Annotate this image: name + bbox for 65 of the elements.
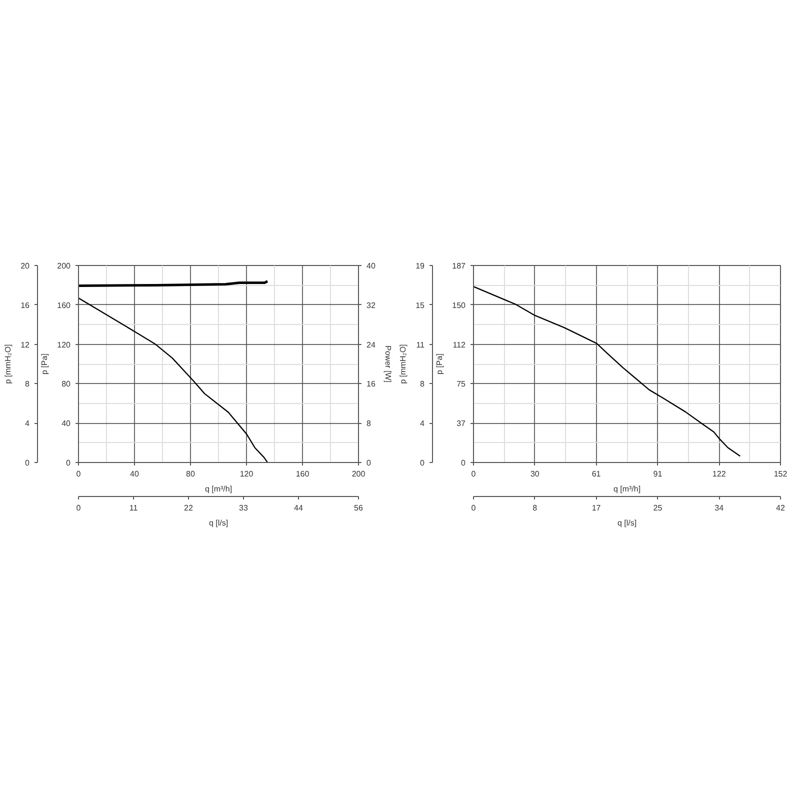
y-tick-label: 75 [456, 380, 466, 389]
y-tick-label: 160 [57, 300, 72, 310]
y-tick-label: 120 [57, 340, 72, 350]
y-tick-label: 80 [62, 380, 72, 389]
x-tick-label: 91 [653, 470, 663, 478]
y3-tick-label: 4 [420, 419, 426, 428]
x-tick-label: 152 [774, 470, 788, 478]
y2-tick-label: 40 [366, 262, 376, 270]
y2-axis-title: Power [W] [383, 346, 392, 382]
y3-axis-title: p [mmH₂O] [4, 344, 13, 384]
x2-tick-label: 0 [471, 504, 476, 512]
x2-tick-label: 44 [294, 504, 304, 512]
y3-axis-title: p [mmH₂O] [398, 344, 408, 384]
line-series [78, 297, 268, 462]
y-tick-label: 150 [452, 300, 466, 310]
y-tick-label: 112 [452, 340, 466, 350]
line-series [474, 286, 741, 457]
x2-tick-label: 33 [239, 504, 248, 512]
x2-tick-label: 11 [129, 504, 138, 512]
y2-tick-label: 32 [366, 300, 376, 310]
y-tick-label: 0 [461, 458, 466, 468]
x2-tick-label: 8 [532, 504, 538, 512]
y-tick-label: 187 [452, 262, 466, 270]
y2-tick-label: 16 [366, 380, 376, 389]
y3-tick-label: 0 [420, 458, 426, 468]
x2-tick-label: 22 [184, 504, 194, 512]
y-axis-title: p [Pa] [40, 354, 50, 374]
y3-tick-label: 8 [25, 380, 30, 389]
x-tick-label: 30 [530, 470, 540, 478]
y2-tick-label: 24 [366, 340, 376, 350]
x-tick-label: 0 [471, 470, 476, 478]
x-tick-label: 122 [712, 470, 726, 478]
y3-tick-label: 12 [20, 340, 30, 350]
x-tick-label: 0 [76, 470, 82, 478]
x-tick-label: 160 [296, 470, 310, 478]
y3-tick-label: 0 [25, 458, 30, 468]
y3-tick-label: 15 [416, 300, 426, 310]
y2-tick-label: 8 [366, 419, 372, 428]
x2-tick-label: 42 [776, 504, 786, 512]
x-tick-label: 120 [240, 470, 254, 478]
y3-tick-label: 8 [420, 380, 426, 389]
x2-tick-label: 56 [354, 504, 364, 512]
y3-tick-label: 20 [20, 262, 30, 270]
y3-tick-label: 16 [20, 300, 30, 310]
x2-tick-label: 17 [592, 504, 602, 512]
y-tick-label: 200 [57, 262, 72, 270]
y-axis-title: p [Pa] [435, 354, 444, 374]
x2-tick-label: 34 [714, 504, 724, 512]
y-tick-label: 40 [62, 419, 72, 428]
x2-tick-label: 25 [653, 504, 663, 512]
y3-tick-label: 11 [416, 340, 426, 350]
x-tick-label: 40 [130, 470, 140, 478]
y-tick-label: 37 [456, 419, 466, 428]
y2-tick-label: 0 [366, 458, 372, 468]
x-axis-title: q [m³/h] [204, 484, 232, 494]
x-tick-label: 200 [352, 470, 366, 478]
y3-tick-label: 19 [416, 262, 426, 270]
x-axis-title: q [m³/h] [613, 484, 641, 494]
x-tick-label: 61 [592, 470, 602, 478]
x-tick-label: 80 [186, 470, 196, 478]
x2-axis-title: q [l/s] [617, 518, 637, 528]
y-tick-label: 0 [66, 458, 72, 468]
x2-axis-title: q [l/s] [208, 518, 228, 528]
y3-tick-label: 4 [25, 419, 30, 428]
x2-tick-label: 0 [76, 504, 82, 512]
